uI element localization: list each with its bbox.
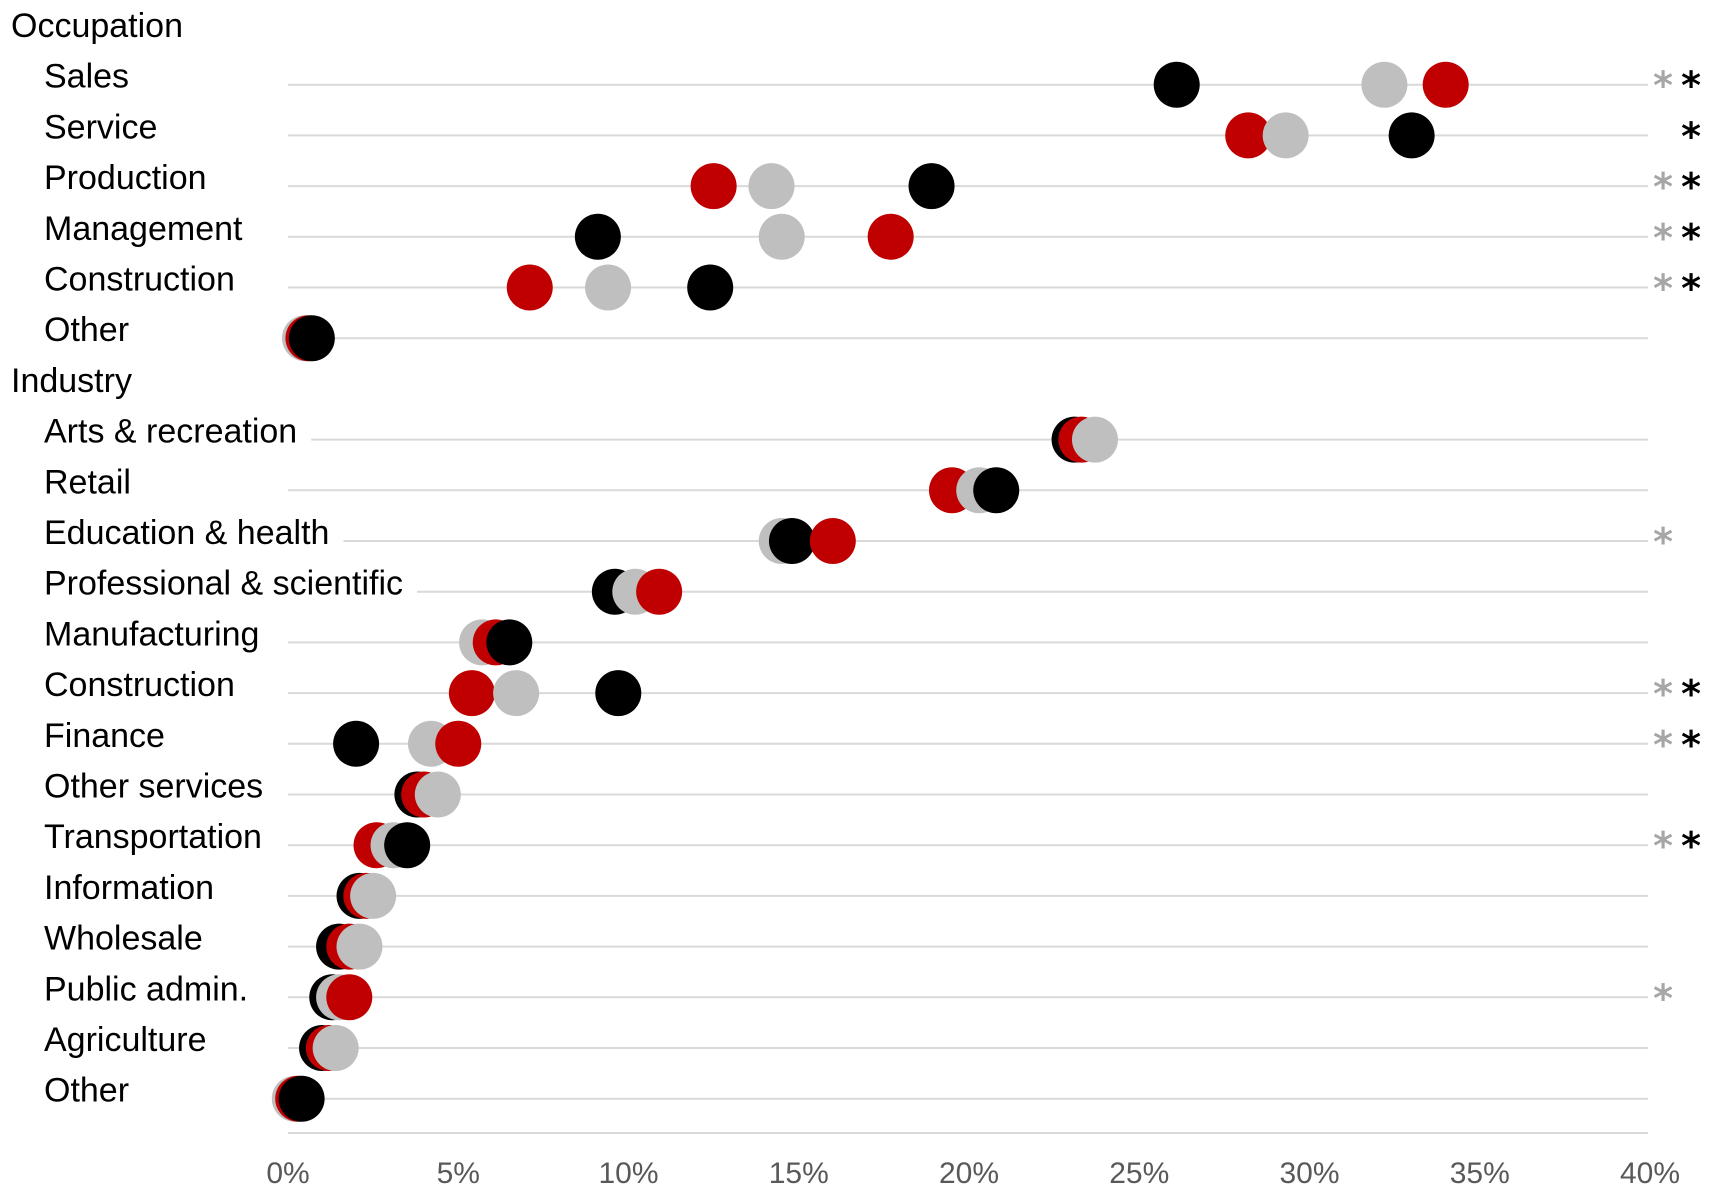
star-gray: * xyxy=(1653,267,1673,311)
star-gray: * xyxy=(1653,976,1673,1020)
point-gray xyxy=(748,163,795,210)
point-black xyxy=(687,264,734,311)
point-red xyxy=(506,264,553,311)
group-label: Industry xyxy=(11,362,132,400)
star-gray: * xyxy=(1653,824,1673,868)
point-red xyxy=(867,213,914,260)
x-tick-label: 15% xyxy=(769,1157,829,1190)
star-gray: * xyxy=(1653,165,1673,209)
x-tick-label: 0% xyxy=(266,1157,309,1190)
point-black xyxy=(908,163,955,210)
row-label: Other services xyxy=(44,767,263,805)
star-gray: * xyxy=(1653,723,1673,767)
row-label: Transportation xyxy=(44,818,262,856)
star-gray: * xyxy=(1653,672,1673,716)
row-label: Education & health xyxy=(44,514,329,552)
row-label: Production xyxy=(44,159,207,197)
x-tick-label: 5% xyxy=(437,1157,480,1190)
point-black xyxy=(1388,112,1435,159)
point-gray xyxy=(1071,416,1118,463)
point-red xyxy=(448,670,495,717)
x-tick-label: 30% xyxy=(1279,1157,1339,1190)
point-red xyxy=(1422,61,1469,108)
row-label: Service xyxy=(44,108,157,146)
x-axis: 0% 5% 10% 15% 20% 25% 30% 35% 40% xyxy=(266,1132,1680,1190)
point-gray xyxy=(336,923,383,970)
row-label: Management xyxy=(44,210,243,248)
row-label: Other xyxy=(44,1072,129,1110)
star-gray: * xyxy=(1653,216,1673,260)
row-label: Public admin. xyxy=(44,970,248,1008)
star-black: * xyxy=(1681,114,1701,158)
point-gray xyxy=(493,670,540,717)
point-gray xyxy=(585,264,632,311)
significance-stars: * *** ** ** *** ** ** ** xyxy=(1653,64,1701,1021)
x-tick-label: 40% xyxy=(1620,1157,1680,1190)
point-red xyxy=(326,974,373,1021)
point-black xyxy=(1153,61,1200,108)
point-red xyxy=(1225,112,1272,159)
row-label: Construction xyxy=(44,666,235,704)
x-tick-label: 35% xyxy=(1450,1157,1510,1190)
point-red xyxy=(435,720,482,767)
row-label: Wholesale xyxy=(44,920,203,958)
point-black xyxy=(384,822,431,869)
row-label: Construction xyxy=(44,260,235,298)
point-black xyxy=(768,518,815,564)
row-label: Retail xyxy=(44,463,131,501)
row-label: Information xyxy=(44,869,214,907)
x-tick-label: 10% xyxy=(598,1157,658,1190)
row-label: Manufacturing xyxy=(44,615,259,653)
star-gray: * xyxy=(1653,64,1673,108)
star-black: * xyxy=(1681,723,1701,767)
row-label: Professional & scientific xyxy=(44,565,403,603)
point-red xyxy=(809,518,856,564)
point-gray xyxy=(1361,61,1408,108)
data-points xyxy=(271,61,1469,1122)
star-black: * xyxy=(1681,216,1701,260)
row-label: Other xyxy=(44,311,129,349)
gridlines xyxy=(288,83,1648,1100)
point-gray xyxy=(1262,112,1309,159)
point-gray xyxy=(758,213,805,260)
point-gray xyxy=(312,1025,359,1071)
point-black xyxy=(486,619,533,666)
star-black: * xyxy=(1681,267,1701,311)
x-tick-label: 25% xyxy=(1109,1157,1169,1190)
point-black xyxy=(574,213,621,260)
group-label: Occupation xyxy=(11,7,183,45)
row-label: Finance xyxy=(44,717,165,755)
point-black xyxy=(595,670,642,717)
star-black: * xyxy=(1681,824,1701,868)
point-red xyxy=(690,163,737,210)
point-gray xyxy=(414,771,461,818)
point-black xyxy=(278,1075,325,1122)
star-gray: * xyxy=(1653,520,1673,564)
point-black xyxy=(288,315,335,362)
row-label: Arts & recreation xyxy=(44,413,297,451)
x-tick-label: 20% xyxy=(939,1157,999,1190)
row-label: Sales xyxy=(44,58,129,96)
star-black: * xyxy=(1681,672,1701,716)
star-black: * xyxy=(1681,165,1701,209)
point-gray xyxy=(350,872,397,919)
point-red xyxy=(636,568,683,615)
point-black xyxy=(973,467,1020,514)
star-black: * xyxy=(1681,64,1701,108)
row-label: Agriculture xyxy=(44,1021,207,1059)
row-labels: Occupation Sales Service Production Manageme… xyxy=(11,7,403,1110)
point-black xyxy=(333,720,380,767)
